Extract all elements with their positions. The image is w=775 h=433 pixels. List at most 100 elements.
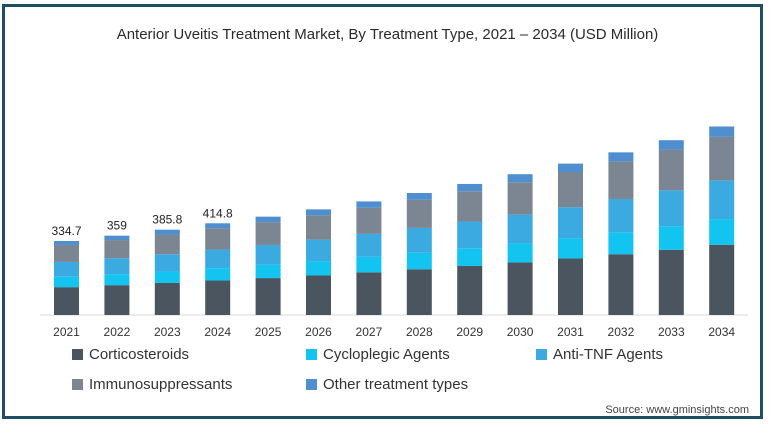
- bar-segment-2028-anti-tnf-agents: [406, 227, 432, 253]
- bar-segment-2024-anti-tnf-agents: [205, 249, 231, 269]
- x-tick-label-2021: 2021: [53, 325, 80, 339]
- bar-segment-2022-cycloplegic-agents: [104, 274, 130, 286]
- bar-segment-2025-immunosuppressants: [255, 222, 281, 245]
- bar-segment-2033-immunosuppressants: [658, 149, 684, 191]
- bar-segment-2026-immunosuppressants: [306, 215, 331, 240]
- x-tick-label-2026: 2026: [305, 325, 332, 339]
- bar-segment-2028-other-treatment-types: [406, 193, 432, 200]
- bar-segment-2023-immunosuppressants: [154, 234, 180, 255]
- bar-segment-2029-corticosteroids: [457, 265, 483, 315]
- x-tick-label-2030: 2030: [507, 325, 534, 339]
- bar-segment-2021-anti-tnf-agents: [54, 261, 79, 277]
- bar-segment-2024-immunosuppressants: [205, 228, 231, 250]
- legend-item-other-treatment-types: Other treatment types: [306, 376, 468, 393]
- bar-segment-2033-anti-tnf-agents: [658, 190, 684, 227]
- x-tick-label-2032: 2032: [608, 325, 635, 339]
- bar-segment-2026-corticosteroids: [306, 275, 331, 315]
- bar-segment-2034-immunosuppressants: [709, 136, 735, 181]
- legend-label: Cycloplegic Agents: [323, 346, 450, 363]
- bar-segment-2031-cycloplegic-agents: [558, 238, 583, 259]
- bar-segment-2026-cycloplegic-agents: [306, 261, 331, 276]
- bar-segment-2030-cycloplegic-agents: [507, 243, 533, 263]
- bar-segment-2028-immunosuppressants: [406, 199, 432, 228]
- bar-segment-2033-cycloplegic-agents: [658, 226, 684, 250]
- bar-segment-2026-anti-tnf-agents: [306, 239, 331, 262]
- bar-segment-2025-other-treatment-types: [255, 216, 281, 223]
- x-tick-label-2027: 2027: [356, 325, 383, 339]
- bar-segment-2022-other-treatment-types: [104, 235, 130, 241]
- bar-segment-2022-corticosteroids: [104, 285, 130, 316]
- chart-frame: [2, 4, 763, 419]
- source-note: Source: www.gminsights.com: [605, 404, 749, 416]
- bar-segment-2027-cycloplegic-agents: [356, 256, 382, 273]
- legend-item-immunosuppressants: Immunosuppressants: [72, 376, 232, 393]
- bar-segment-2024-cycloplegic-agents: [205, 268, 231, 281]
- bar-segment-2034-other-treatment-types: [709, 126, 735, 137]
- bar-segment-2025-cycloplegic-agents: [255, 264, 281, 279]
- x-tick-label-2031: 2031: [557, 325, 584, 339]
- bar-segment-2030-corticosteroids: [507, 262, 533, 315]
- bar-segment-2027-anti-tnf-agents: [356, 233, 382, 257]
- bar-segment-2033-other-treatment-types: [658, 140, 684, 150]
- data-label-2024: 414.8: [203, 206, 233, 220]
- legend-swatch: [306, 349, 317, 360]
- bar-segment-2025-corticosteroids: [255, 278, 281, 315]
- bar-segment-2023-corticosteroids: [154, 282, 180, 315]
- bar-segment-2027-immunosuppressants: [356, 207, 382, 234]
- x-tick-label-2033: 2033: [658, 325, 685, 339]
- bar-segment-2033-corticosteroids: [658, 249, 684, 316]
- bar-segment-2034-anti-tnf-agents: [709, 180, 735, 220]
- bar-segment-2032-cycloplegic-agents: [608, 232, 634, 255]
- bar-segment-2027-corticosteroids: [356, 272, 382, 315]
- legend-swatch: [72, 379, 83, 390]
- bar-segment-2030-other-treatment-types: [507, 174, 533, 183]
- bar-segment-2031-immunosuppressants: [558, 172, 583, 208]
- bar-segment-2024-corticosteroids: [205, 280, 231, 315]
- bar-segment-2031-anti-tnf-agents: [558, 207, 583, 239]
- data-label-2021: 334.7: [51, 224, 81, 238]
- data-label-2023: 385.8: [152, 213, 182, 227]
- x-tick-label-2034: 2034: [708, 325, 735, 339]
- bar-segment-2022-immunosuppressants: [104, 240, 130, 259]
- legend-swatch: [306, 379, 317, 390]
- legend-item-corticosteroids: Corticosteroids: [72, 346, 189, 363]
- bar-segment-2029-anti-tnf-agents: [457, 221, 483, 249]
- bar-segment-2034-cycloplegic-agents: [709, 219, 735, 245]
- bar-segment-2030-immunosuppressants: [507, 182, 533, 215]
- x-tick-label-2022: 2022: [104, 325, 131, 339]
- x-tick-label-2025: 2025: [255, 325, 282, 339]
- data-label-2022: 359: [107, 219, 127, 233]
- x-tick-label-2029: 2029: [456, 325, 483, 339]
- bar-segment-2032-immunosuppressants: [608, 161, 634, 199]
- bar-segment-2025-anti-tnf-agents: [255, 244, 281, 265]
- legend-label: Immunosuppressants: [89, 376, 233, 393]
- bar-segment-2030-anti-tnf-agents: [507, 214, 533, 244]
- bar-segment-2032-anti-tnf-agents: [608, 198, 634, 233]
- legend-label: Anti-TNF Agents: [553, 346, 664, 363]
- bar-segment-2034-corticosteroids: [709, 244, 735, 315]
- bar-segment-2031-corticosteroids: [558, 258, 583, 315]
- bar-segment-2029-cycloplegic-agents: [457, 248, 483, 266]
- bar-segment-2021-cycloplegic-agents: [54, 276, 79, 288]
- x-tick-label-2028: 2028: [406, 325, 433, 339]
- x-tick-label-2024: 2024: [204, 325, 231, 339]
- bar-segment-2021-corticosteroids: [54, 287, 79, 315]
- chart-title: Anterior Uveitis Treatment Market, By Tr…: [116, 26, 659, 43]
- bar-segment-2032-corticosteroids: [608, 254, 634, 315]
- legend-item-anti-tnf-agents: Anti-TNF Agents: [536, 346, 663, 363]
- legend-label: Other treatment types: [323, 376, 469, 393]
- bar-segment-2029-other-treatment-types: [457, 183, 483, 192]
- legend-label: Corticosteroids: [89, 346, 190, 363]
- bar-segment-2024-other-treatment-types: [205, 223, 231, 229]
- x-tick-label-2023: 2023: [154, 325, 181, 339]
- bar-segment-2031-other-treatment-types: [558, 163, 583, 173]
- bar-segment-2028-cycloplegic-agents: [406, 252, 432, 270]
- bar-segment-2023-other-treatment-types: [154, 229, 180, 235]
- legend-swatch: [536, 349, 547, 360]
- legend-item-cycloplegic-agents: Cycloplegic Agents: [306, 346, 450, 363]
- bar-segment-2032-other-treatment-types: [608, 152, 634, 162]
- bar-segment-2021-other-treatment-types: [54, 240, 79, 245]
- bar-segment-2027-other-treatment-types: [356, 201, 382, 208]
- bar-segment-2026-other-treatment-types: [306, 209, 331, 216]
